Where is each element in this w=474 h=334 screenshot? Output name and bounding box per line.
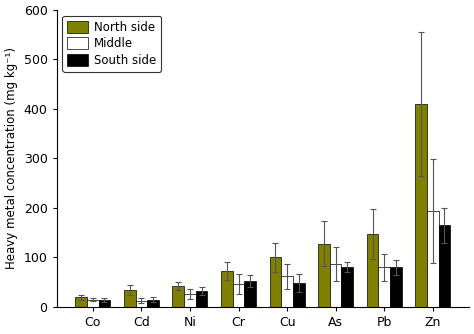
Bar bbox=[367, 234, 378, 307]
Bar bbox=[427, 211, 438, 307]
Bar bbox=[87, 300, 99, 307]
Bar bbox=[293, 283, 305, 307]
Bar bbox=[124, 290, 136, 307]
Bar bbox=[415, 104, 427, 307]
Bar bbox=[75, 297, 87, 307]
Legend: North side, Middle, South side: North side, Middle, South side bbox=[63, 16, 161, 71]
Bar bbox=[281, 276, 293, 307]
Bar bbox=[438, 225, 450, 307]
Bar bbox=[173, 286, 184, 307]
Bar bbox=[136, 301, 147, 307]
Bar bbox=[378, 268, 390, 307]
Bar bbox=[99, 300, 110, 307]
Bar bbox=[244, 281, 256, 307]
Bar bbox=[330, 264, 341, 307]
Bar bbox=[184, 294, 196, 307]
Bar bbox=[341, 268, 353, 307]
Bar bbox=[233, 284, 244, 307]
Y-axis label: Heavy metal concentration (mg kg⁻¹): Heavy metal concentration (mg kg⁻¹) bbox=[5, 47, 18, 270]
Bar bbox=[270, 258, 281, 307]
Bar bbox=[147, 300, 159, 307]
Bar bbox=[221, 271, 233, 307]
Bar bbox=[196, 291, 208, 307]
Bar bbox=[318, 243, 330, 307]
Bar bbox=[390, 268, 401, 307]
